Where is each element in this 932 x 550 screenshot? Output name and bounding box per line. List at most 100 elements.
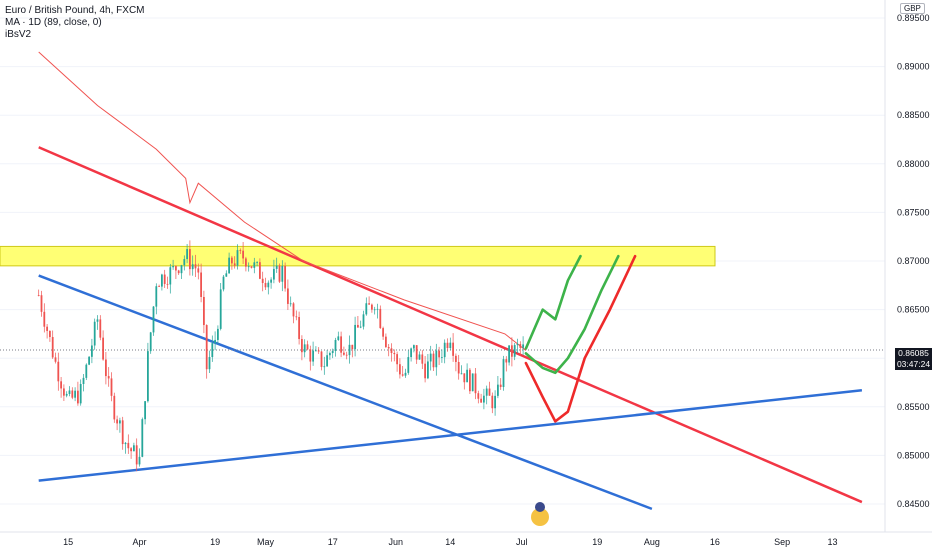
candle-body xyxy=(415,345,418,360)
time-tick-label: 16 xyxy=(710,537,720,547)
candle-body xyxy=(317,350,320,352)
candle-body xyxy=(488,388,491,396)
time-tick-label: Aug xyxy=(644,537,660,547)
price-tick-label: 0.88000 xyxy=(897,159,930,169)
candle-body xyxy=(519,344,522,348)
candle-body xyxy=(63,388,65,396)
time-tick-label: Sep xyxy=(774,537,790,547)
green-projection-path-1 xyxy=(524,254,582,350)
candle-body xyxy=(245,258,247,267)
candle-body xyxy=(508,345,510,363)
candle-body xyxy=(253,262,256,268)
candle-body xyxy=(149,332,152,352)
candle-body xyxy=(172,266,174,268)
candle-body xyxy=(331,350,334,354)
candle-body xyxy=(225,273,228,277)
candle-body xyxy=(441,357,443,358)
candle-body xyxy=(382,328,384,337)
candle-body xyxy=(312,350,314,362)
candle-body xyxy=(51,337,54,358)
candle-body xyxy=(161,274,163,287)
candle-body xyxy=(348,344,351,356)
candle-body xyxy=(175,266,177,271)
candle-body xyxy=(144,401,146,420)
candle-body xyxy=(247,266,250,268)
candle-body xyxy=(191,264,194,270)
candle-body xyxy=(410,348,412,358)
candle-body xyxy=(404,372,407,376)
candle-body xyxy=(275,265,278,269)
candle-body xyxy=(354,324,356,350)
candle-body xyxy=(502,359,505,388)
candle-body xyxy=(334,339,337,351)
candle-body xyxy=(219,289,222,329)
candle-body xyxy=(250,266,253,268)
candle-body xyxy=(119,420,121,424)
candle-body xyxy=(217,328,219,340)
candle-body xyxy=(152,306,155,333)
candle-body xyxy=(107,376,110,379)
price-tick-label: 0.86500 xyxy=(897,305,930,315)
candle-body xyxy=(289,303,292,305)
currency-button[interactable]: GBP xyxy=(900,3,925,14)
candle-body xyxy=(77,390,79,404)
candle-body xyxy=(121,420,124,445)
candle-body xyxy=(455,355,457,362)
candle-body xyxy=(421,354,424,364)
candle-body xyxy=(116,419,118,424)
ibsv2-indicator-label[interactable]: iBsV2 xyxy=(5,29,32,40)
candle-body xyxy=(427,361,429,379)
candle-body xyxy=(68,390,71,394)
resistance-zone xyxy=(0,245,716,267)
candle-body xyxy=(273,268,275,280)
candle-body xyxy=(371,304,373,310)
resistance-zone-box xyxy=(0,245,716,267)
time-tick-label: 15 xyxy=(63,537,73,547)
candle-body xyxy=(102,337,104,360)
candle-body xyxy=(242,250,244,259)
candle-body xyxy=(211,343,214,358)
candle-body xyxy=(387,347,390,349)
moving-average xyxy=(38,51,527,351)
candle-body xyxy=(396,354,398,365)
descending-resistance-line xyxy=(38,146,863,504)
candle-body xyxy=(379,308,382,329)
candle-body xyxy=(337,336,340,340)
candle-body xyxy=(303,344,306,353)
candle-body xyxy=(315,350,317,352)
candle-body xyxy=(147,351,149,402)
candle-body xyxy=(435,350,438,368)
candle-body xyxy=(186,249,188,260)
candle-body xyxy=(491,395,494,409)
candle-body xyxy=(37,295,40,296)
candle-body xyxy=(228,257,230,274)
candle-body xyxy=(452,342,454,356)
candle-body xyxy=(401,374,404,376)
candle-body xyxy=(505,359,508,363)
ma-89-line xyxy=(38,51,527,351)
trend-lines xyxy=(0,146,885,511)
candle-body xyxy=(74,390,76,398)
candle-body xyxy=(393,352,396,355)
candle-body xyxy=(513,345,516,357)
candle-body xyxy=(141,419,144,457)
candle-body xyxy=(287,288,289,304)
candle-body xyxy=(57,361,60,382)
candle-body xyxy=(93,321,96,346)
candles xyxy=(37,240,524,472)
candle-body xyxy=(71,390,74,398)
candle-body xyxy=(359,326,362,328)
candle-body xyxy=(499,384,502,388)
ma-indicator-label[interactable]: MA · 1D (89, close, 0) xyxy=(5,17,102,28)
candle-body xyxy=(446,342,449,349)
candle-body xyxy=(270,279,272,283)
candle-body xyxy=(298,317,300,340)
logo-head xyxy=(535,502,545,512)
candle-body xyxy=(351,344,354,350)
symbol-title: Euro / British Pound, 4h, FXCM xyxy=(5,5,145,16)
candle-body xyxy=(345,354,348,356)
candle-body xyxy=(522,344,524,348)
candle-body xyxy=(135,445,138,465)
candle-body xyxy=(373,309,376,311)
